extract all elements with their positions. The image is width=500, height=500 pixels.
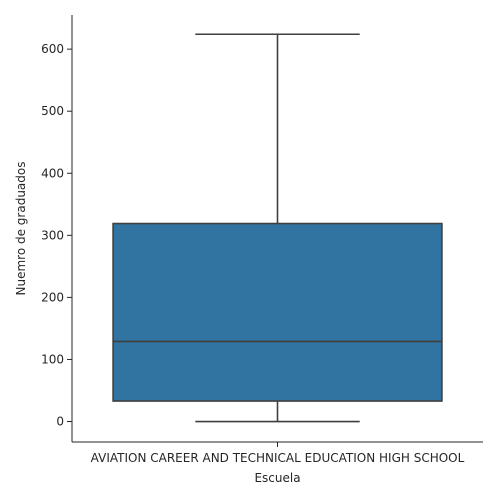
y-tick-label: 600 bbox=[41, 42, 64, 56]
y-tick-label: 200 bbox=[41, 290, 64, 304]
x-tick-label: AVIATION CAREER AND TECHNICAL EDUCATION … bbox=[91, 451, 465, 465]
x-axis-label: Escuela bbox=[254, 471, 300, 485]
x-axis-ticks: AVIATION CAREER AND TECHNICAL EDUCATION … bbox=[91, 442, 465, 465]
y-axis-label: Nuemro de graduados bbox=[14, 162, 28, 296]
iqr-box bbox=[112, 222, 443, 402]
y-tick-label: 300 bbox=[41, 228, 64, 242]
plot-marks bbox=[112, 33, 443, 423]
y-tick-label: 500 bbox=[41, 104, 64, 118]
y-tick-label: 0 bbox=[56, 415, 64, 429]
y-tick-label: 100 bbox=[41, 352, 64, 366]
y-axis-ticks: 0 100 200 300 400 500 600 bbox=[41, 42, 72, 429]
y-tick-label: 400 bbox=[41, 166, 64, 180]
